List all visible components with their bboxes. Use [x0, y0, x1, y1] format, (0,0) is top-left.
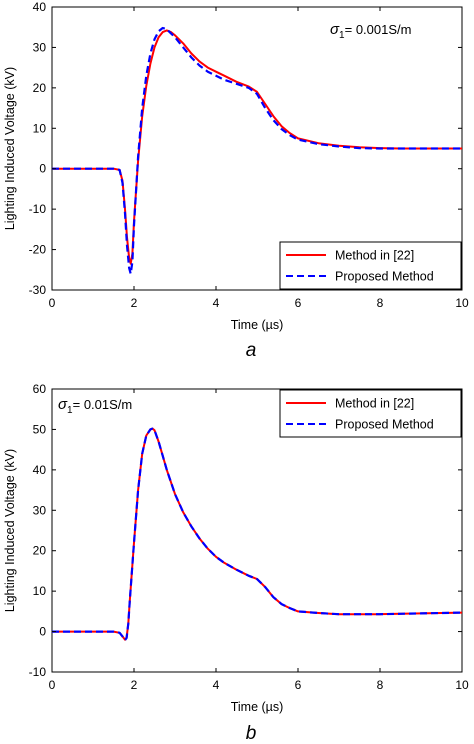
- y-tick-label-a-6: 30: [33, 40, 47, 54]
- x-tick-label-b-2: 4: [213, 678, 220, 692]
- annotation-b: σ1= 0.01S/m: [58, 396, 132, 416]
- x-axis-label-b: Time (µs): [231, 700, 284, 714]
- annotation-subscript-a: 1: [339, 30, 345, 41]
- y-tick-label-b-0: -10: [29, 665, 47, 679]
- y-tick-label-b-3: 20: [33, 544, 47, 558]
- annotation-symbol-b: σ: [58, 396, 68, 413]
- annotation-a: σ1= 0.001S/m: [330, 21, 411, 41]
- series-layer-b: [52, 427, 463, 642]
- series-layer-a: [52, 26, 462, 275]
- legend-label-method22-a: Method in [22]: [335, 249, 414, 263]
- legend-label-proposed-b: Proposed Method: [335, 418, 434, 432]
- plot-frame-b: [51, 388, 463, 673]
- x-tick-label-a-5: 10: [455, 296, 469, 310]
- panel-label-b: b: [246, 723, 257, 744]
- y-tick-label-a-7: 40: [33, 0, 47, 14]
- y-tick-label-a-0: -30: [29, 283, 47, 297]
- x-tick-label-b-4: 8: [377, 678, 384, 692]
- y-tick-label-b-7: 60: [33, 382, 47, 396]
- y-tick-label-a-2: -10: [29, 202, 47, 216]
- x-tick-label-a-2: 4: [213, 296, 220, 310]
- chart-panel-a: 0 2 4 6 8 10 -30 -20 -10 0 10 20 30 40 Time (µs) Ligh…: [3, 0, 469, 361]
- x-tick-label-b-3: 6: [295, 678, 302, 692]
- legend-a: Method in [22] Proposed Method: [279, 241, 462, 290]
- y-tick-label-a-1: -20: [29, 243, 47, 257]
- legend-box-b: [279, 389, 462, 438]
- x-tick-label-a-3: 6: [295, 296, 302, 310]
- x-tick-label-b-0: 0: [49, 678, 56, 692]
- panel-label-a: a: [246, 340, 257, 361]
- ticks-layer-a: 0 2 4 6 8 10 -30 -20 -10 0 10 20 30 40: [29, 0, 469, 310]
- annotation-subscript-b: 1: [67, 405, 73, 416]
- y-axis-label-b: Lighting Induced Voltage (kV): [3, 449, 17, 612]
- annotation-symbol-a: σ: [330, 21, 340, 38]
- x-tick-label-a-1: 2: [131, 296, 138, 310]
- legend-label-proposed-a: Proposed Method: [335, 270, 434, 284]
- y-tick-label-a-4: 10: [33, 121, 47, 135]
- series-proposed-b: [52, 427, 463, 642]
- y-tick-label-a-3: 0: [39, 162, 46, 176]
- x-tick-label-a-0: 0: [49, 296, 56, 310]
- series-proposed-a: [52, 26, 462, 275]
- y-tick-label-b-2: 10: [33, 584, 47, 598]
- x-tick-label-b-1: 2: [131, 678, 138, 692]
- y-tick-label-b-5: 40: [33, 463, 47, 477]
- y-tick-label-b-4: 30: [33, 503, 47, 517]
- x-tick-label-b-5: 10: [455, 678, 469, 692]
- x-axis-label-a: Time (µs): [231, 318, 284, 332]
- legend-b: Method in [22] Proposed Method: [279, 389, 462, 438]
- y-axis-label-a: Lighting Induced Voltage (kV): [3, 67, 17, 230]
- x-tick-label-a-4: 8: [377, 296, 384, 310]
- legend-box-a: [279, 241, 462, 290]
- y-tick-label-b-1: 0: [39, 625, 46, 639]
- legend-label-method22-b: Method in [22]: [335, 397, 414, 411]
- annotation-text-b: = 0.01S/m: [73, 397, 133, 412]
- y-tick-label-b-6: 50: [33, 422, 47, 436]
- annotation-text-a: = 0.001S/m: [345, 22, 412, 37]
- y-tick-label-a-5: 20: [33, 81, 47, 95]
